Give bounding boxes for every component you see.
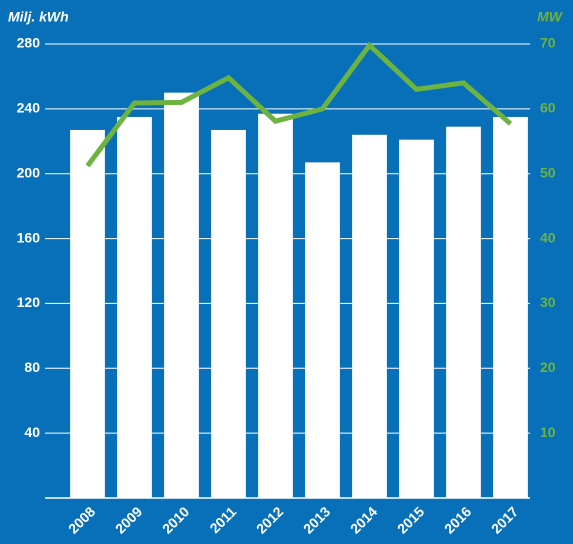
y-tick-label: 200 [17,164,41,180]
x-tick-label: 2015 [394,503,427,536]
y-tick-label: 280 [17,35,41,51]
x-tick-label: 2010 [159,503,192,536]
bar [446,126,481,498]
bar [117,116,152,498]
bar [493,116,528,498]
bar [164,92,199,499]
bar [70,129,105,498]
y-tick-label: 120 [17,294,41,310]
y-tick-label: 240 [17,100,41,116]
x-tick-label: 2012 [253,503,286,536]
x-tick-label: 2016 [441,503,474,536]
x-tick-label: 2009 [112,503,145,536]
y2-axis-title: MW [537,9,564,25]
y-tick-label: 160 [17,229,41,245]
y2-tick-label: 20 [540,359,556,375]
x-tick-label: 2014 [347,503,380,536]
bar [352,134,387,499]
bar [305,162,340,498]
y-tick-label: 40 [24,424,40,440]
y-tick-label: 80 [24,359,40,375]
y2-tick-label: 70 [540,35,556,51]
line [85,41,513,168]
y-axis-title: Milj. kWh [8,9,69,25]
y2-tick-label: 30 [540,294,556,310]
y2-tick-label: 40 [540,229,556,245]
y2-tick-label: 60 [540,100,556,116]
y2-tick-label: 50 [540,164,556,180]
bar [211,129,246,498]
bar [399,139,434,498]
x-tick-label: 2017 [488,503,521,536]
bar [258,113,293,498]
x-tick-label: 2008 [65,503,98,536]
x-tick-label: 2011 [206,503,239,536]
x-tick-label: 2013 [300,503,333,536]
y2-tick-label: 10 [540,424,556,440]
